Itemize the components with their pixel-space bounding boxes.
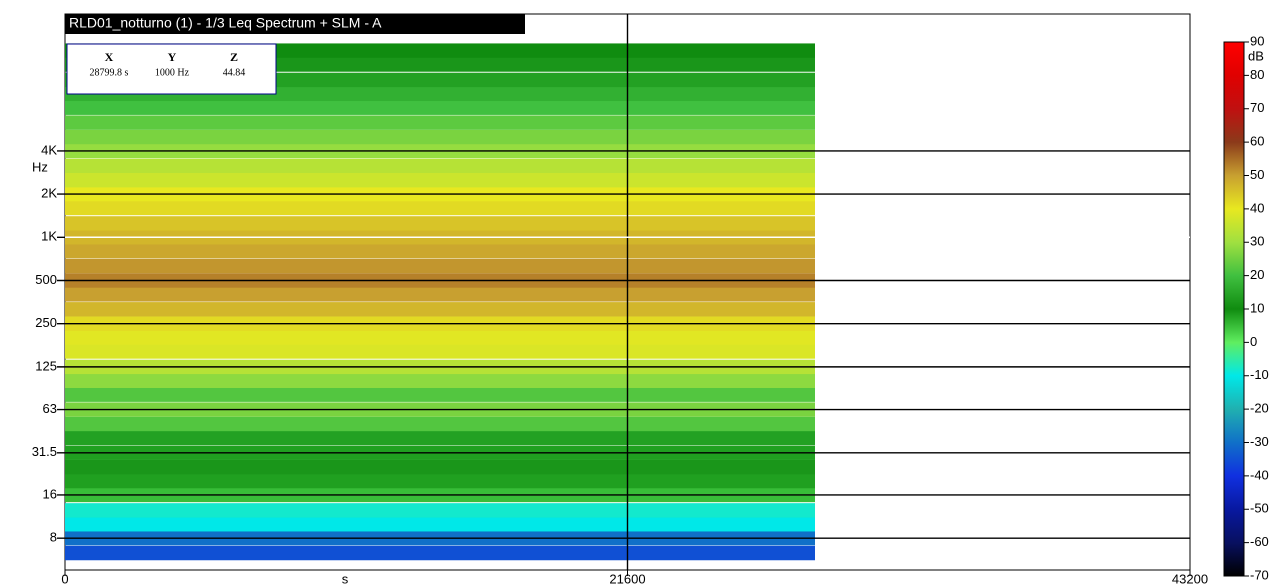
colorbar-tick-label: 0 xyxy=(1250,334,1257,349)
spectrum-band xyxy=(65,216,815,231)
x-tick-label: 0 xyxy=(61,571,68,586)
y-tick-label: 250 xyxy=(35,315,57,330)
cursor-box xyxy=(66,43,277,95)
spectrum-band xyxy=(65,173,815,188)
colorbar-tick-label: 80 xyxy=(1250,67,1264,82)
colorbar-tick-label: -10 xyxy=(1250,367,1269,382)
colorbar-tick-label: 20 xyxy=(1250,267,1264,282)
x-tick-label: 21600 xyxy=(609,571,645,586)
y-axis-label: Hz xyxy=(32,159,48,174)
spectrum-band xyxy=(65,158,815,174)
spectrum-band xyxy=(65,373,815,388)
colorbar-tick-label: 90 xyxy=(1250,33,1264,48)
colorbar-tick-label: 50 xyxy=(1250,167,1264,182)
colorbar-tick-label: -20 xyxy=(1250,401,1269,416)
colorbar-tick-label: -40 xyxy=(1250,467,1269,482)
spectrum-band xyxy=(65,473,815,489)
spectrum-band xyxy=(65,258,815,274)
cursor-z-name: Z xyxy=(230,50,238,64)
cursor-y: 1000 Hz xyxy=(155,67,190,78)
colorbar-tick-label: 40 xyxy=(1250,200,1264,215)
y-tick-label: 8 xyxy=(50,530,57,545)
x-axis-label: s xyxy=(342,571,349,586)
spectrum-band xyxy=(65,100,815,115)
cursor-x: 28799.8 s xyxy=(90,67,129,78)
colorbar-tick-label: -60 xyxy=(1250,534,1269,549)
spectrum-band xyxy=(65,330,815,345)
colorbar-tick-label: 70 xyxy=(1250,100,1264,115)
spectrum-band xyxy=(65,517,815,532)
spectrum-band xyxy=(65,503,815,518)
y-tick-label: 16 xyxy=(43,486,57,501)
y-tick-label: 31.5 xyxy=(32,444,57,459)
cursor-z: 44.84 xyxy=(223,67,246,78)
spectrum-band xyxy=(65,244,815,259)
colorbar-tick-label: 30 xyxy=(1250,234,1264,249)
spectrum-band xyxy=(65,430,815,446)
colorbar-tick-label: 60 xyxy=(1250,134,1264,149)
y-tick-label: 63 xyxy=(43,401,57,416)
chart-title: RLD01_notturno (1) - 1/3 Leq Spectrum + … xyxy=(69,15,382,31)
y-tick-label: 125 xyxy=(35,358,57,373)
y-tick-label: 2K xyxy=(41,186,57,201)
colorbar-tick-label: 10 xyxy=(1250,300,1264,315)
colorbar-tick-label: -50 xyxy=(1250,501,1269,516)
title-bar xyxy=(65,14,525,34)
cursor-y-name: Y xyxy=(168,50,177,64)
spectrum-band xyxy=(65,115,815,130)
colorbar-unit: dB xyxy=(1248,48,1264,63)
spectrum-band xyxy=(65,344,815,359)
spectrum-band xyxy=(65,545,815,561)
spectrum-band xyxy=(65,200,815,216)
y-tick-label: 500 xyxy=(35,272,57,287)
spectrum-band xyxy=(65,287,815,302)
y-tick-label: 4K xyxy=(41,142,57,157)
spectrum-band xyxy=(65,302,815,317)
colorbar-tick-label: -30 xyxy=(1250,434,1269,449)
colorbar xyxy=(1223,41,1245,577)
spectrum-band xyxy=(65,416,815,432)
cursor-x-name: X xyxy=(105,50,114,64)
colorbar-tick-label: -70 xyxy=(1250,567,1269,582)
spectrum-band xyxy=(65,459,815,475)
y-tick-label: 1K xyxy=(41,229,57,244)
x-tick-label: 43200 xyxy=(1172,571,1208,586)
spectrum-band xyxy=(65,129,815,145)
spectrum-band xyxy=(65,387,815,402)
